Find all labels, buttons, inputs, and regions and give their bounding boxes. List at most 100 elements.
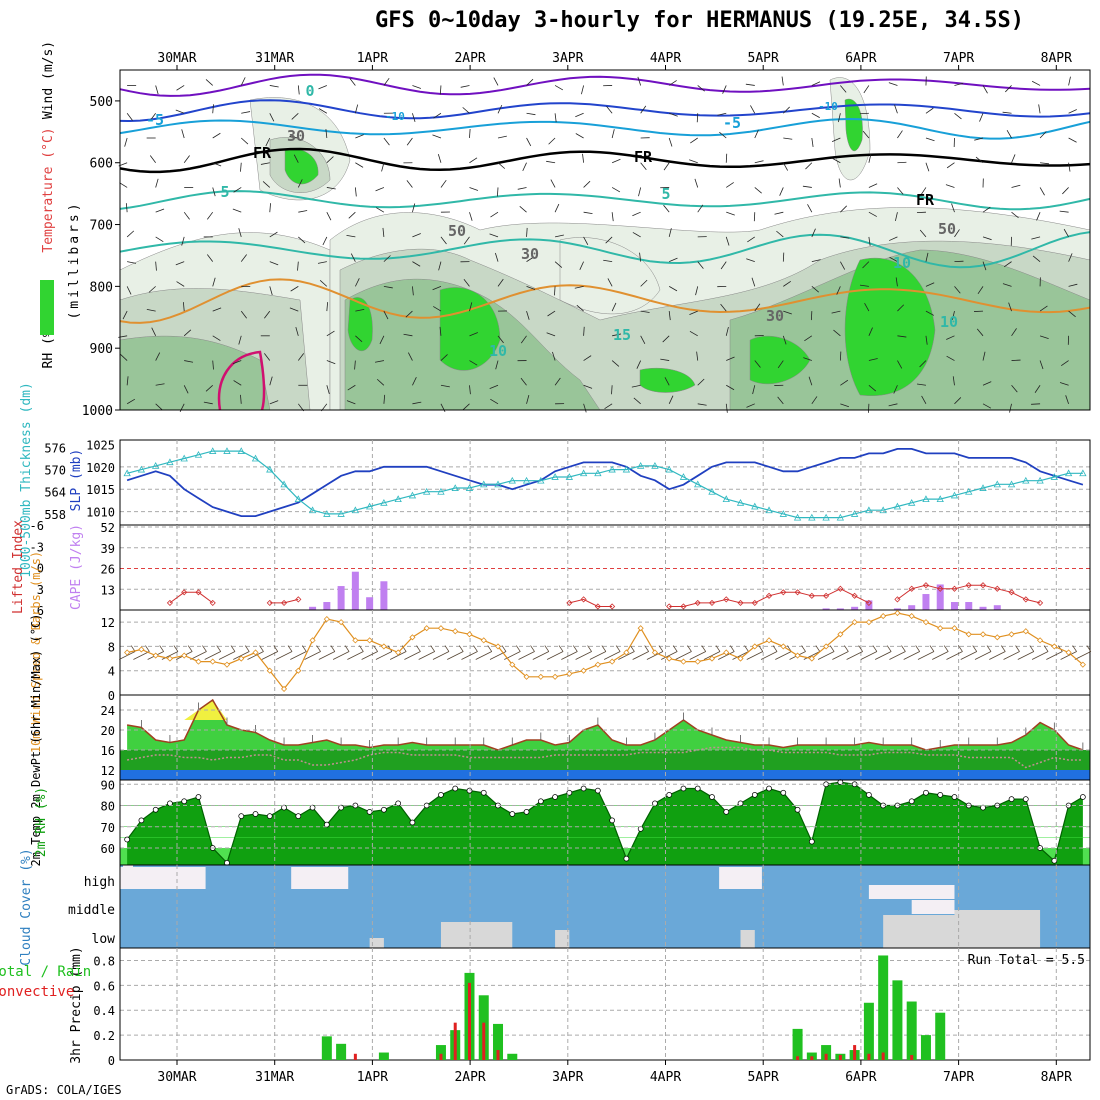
wind-barb (840, 205, 848, 213)
temp-fill (127, 700, 1083, 750)
cape-bar (337, 586, 345, 610)
lifted-index-point (609, 603, 616, 610)
wind-speed-point (1037, 637, 1044, 644)
surface-wind-barb-feather (430, 645, 436, 652)
surface-wind-barb-feather (829, 645, 835, 652)
surface-wind-barb-feather (901, 645, 906, 652)
cloud-level-label: high (84, 875, 115, 890)
wind-barb (290, 286, 299, 292)
lifted-index-point (894, 596, 901, 603)
rh-point (1022, 796, 1029, 802)
wind-barb (954, 397, 962, 405)
wind-barb (469, 332, 478, 337)
wind-barb (894, 104, 898, 114)
thickness-point (1064, 469, 1073, 477)
thickness-point (280, 480, 288, 488)
surface-wind-barb-feather (487, 645, 493, 652)
thickness-point (594, 469, 602, 477)
wind-barb (863, 85, 870, 94)
date-axis: 30MAR 30MAR 31MAR 31MAR 1APR 1APR 2APR 2APR 3APR… (157, 51, 1072, 1085)
wind-speed-point (637, 625, 644, 632)
thickness-point (922, 495, 930, 503)
thickness-point (879, 506, 887, 514)
wind-speed-point (951, 625, 958, 632)
surface-wind-barb (546, 651, 564, 660)
wind-barb (269, 261, 279, 266)
surface-wind-barb (889, 651, 906, 660)
cape-bar (908, 605, 916, 610)
wind-barb (1032, 255, 1041, 262)
rh-point (195, 794, 202, 800)
thickness-point (793, 513, 802, 521)
lifted-index-point (1022, 596, 1029, 603)
wind-speed-point (808, 655, 815, 662)
wind-speed-point (880, 613, 887, 620)
y-tick-label: 700 (90, 219, 113, 234)
wind-barb (554, 234, 564, 238)
surface-wind-barb (974, 651, 992, 660)
wind-barb (233, 187, 242, 193)
precip-total-bar (792, 1028, 803, 1060)
wind-barb (155, 261, 157, 271)
wind-barb (437, 154, 442, 163)
wind-barb (583, 355, 592, 361)
cloud-level-label: low (92, 932, 116, 947)
date-label-top: 6APR (845, 51, 876, 66)
thickness-point (380, 498, 388, 506)
rh-tick-label: 80 (101, 800, 115, 814)
wind-barb (126, 230, 135, 238)
rh-point (366, 809, 373, 815)
wind-barb (697, 204, 704, 213)
surface-wind-barb-feather (658, 645, 664, 652)
thickness-point (579, 469, 588, 477)
surface-wind-barb-feather (287, 645, 293, 652)
rh-point (395, 800, 402, 807)
wind-barb (632, 211, 641, 217)
lifted-index-point (737, 599, 744, 606)
wind-speed-point (994, 634, 1001, 641)
wind-speed-point (423, 625, 430, 632)
thickness-point (237, 447, 245, 454)
surface-wind-barb-feather (416, 645, 421, 652)
cape-bar (380, 581, 388, 610)
wind-speed-point (537, 673, 544, 680)
wind-barb (432, 285, 442, 291)
wind-barb (889, 256, 898, 262)
wind-barb (1008, 302, 1012, 312)
rh-region (119, 335, 271, 411)
wind-barb (803, 357, 812, 361)
thickness-point (808, 513, 816, 521)
wind-barb (497, 135, 507, 139)
rh-point (808, 838, 815, 845)
precip-convective-bar (881, 1052, 885, 1060)
wind-barb (495, 360, 499, 370)
precip-convective-bar (453, 1022, 457, 1060)
date-label-top: 7APR (943, 51, 974, 66)
wind-speed-point (523, 673, 530, 680)
temperature-label: Temperature (°C) (41, 127, 56, 252)
wind-speed-point (223, 661, 231, 668)
contour-label: 10 (489, 342, 507, 360)
wind-barb (412, 401, 422, 405)
low-cloud-block (440, 922, 513, 948)
rh-axis-label: 2m RH (%) (34, 787, 49, 857)
cape-bar (836, 608, 844, 610)
precip-total-label: Total / Rain (0, 964, 91, 980)
wind-barb (148, 286, 156, 293)
thickness-point (551, 473, 559, 480)
slp-tick-label: 1025 (86, 438, 115, 452)
mid-cloud-gap (868, 885, 955, 899)
precip-total-bar (892, 980, 903, 1060)
wind-speed-point (280, 685, 288, 692)
wind-barb (490, 398, 499, 405)
wind-barb (582, 153, 584, 163)
precip-tick-label: 0.6 (93, 979, 115, 993)
wind-barb (982, 261, 987, 271)
surface-wind-barb-feather (344, 645, 350, 652)
wind-barb (183, 155, 190, 163)
wind-barb (326, 385, 330, 395)
wind-barb (552, 351, 556, 361)
rh-point (908, 798, 915, 805)
surface-wind-barb (275, 651, 293, 660)
surface-wind-barb (432, 651, 450, 660)
